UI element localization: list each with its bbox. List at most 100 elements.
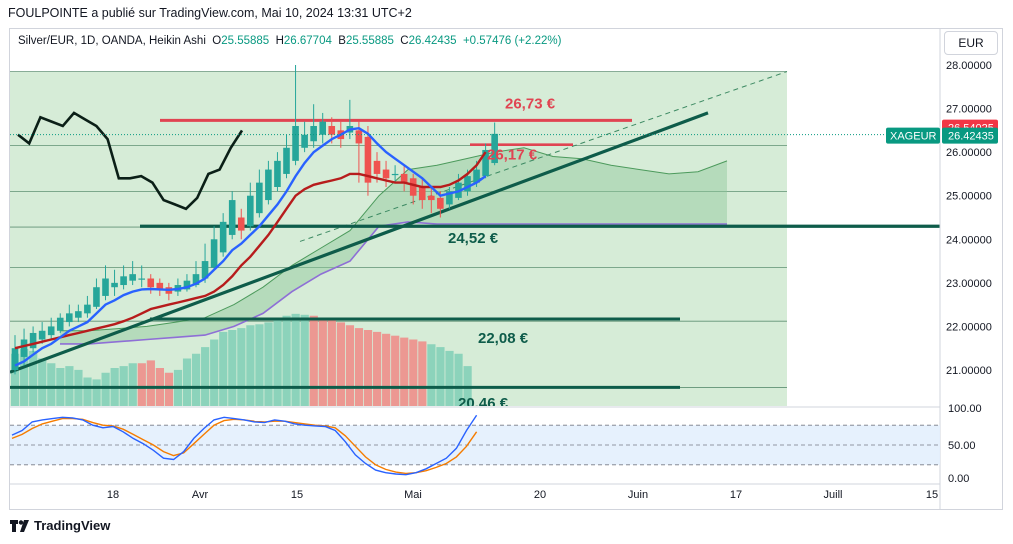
volume-bar [382, 333, 391, 406]
candle-body [138, 278, 145, 280]
volume-bar [436, 347, 445, 406]
candle-body [292, 126, 299, 161]
candle-body [56, 317, 64, 331]
candle-body [156, 282, 164, 290]
candle-body [210, 239, 218, 268]
candle-body [409, 178, 417, 196]
volume-bar [11, 353, 20, 406]
candle [237, 208, 245, 240]
footer: TradingView [10, 518, 110, 533]
candle [355, 121, 363, 183]
legend-high-label: H [275, 35, 284, 47]
oscillator-tick: 100.00 [948, 403, 982, 415]
symbol-legend: Silver/EUR, 1D, OANDA, Heikin Ashi O25.5… [18, 35, 561, 47]
time-tick: Mai [404, 489, 422, 501]
candle-body [228, 200, 236, 235]
price-tick: 26.00000 [946, 147, 992, 159]
candle [491, 122, 498, 166]
volume-bar [418, 341, 427, 406]
candle [256, 169, 263, 218]
candle [156, 278, 164, 296]
candle-body [111, 282, 118, 288]
candle-body [192, 274, 200, 286]
volume-bar [237, 328, 246, 406]
volume-bar [291, 313, 300, 406]
candle-body [382, 169, 390, 179]
volume-bar [445, 350, 454, 406]
candle-body [265, 169, 272, 201]
candle [201, 243, 209, 283]
candle-body [319, 121, 326, 135]
candle [66, 304, 73, 327]
candle [56, 313, 64, 333]
candle-body [256, 182, 263, 214]
candle-body [310, 126, 317, 142]
candle-body [147, 278, 155, 288]
candle-body [473, 169, 480, 183]
time-tick: 17 [730, 489, 742, 501]
volume-bar [137, 363, 146, 406]
time-tick: 15 [291, 489, 303, 501]
volume-bar [409, 339, 418, 406]
legend-open-label: O [212, 35, 222, 47]
candle [391, 165, 399, 183]
candle-body [47, 326, 55, 336]
volume-bar [192, 353, 201, 406]
candle-body [120, 276, 127, 286]
candle [147, 274, 155, 294]
candle [228, 191, 236, 240]
candle [364, 126, 372, 196]
candle [301, 121, 308, 153]
candle-body [66, 313, 73, 323]
main-pane [10, 65, 940, 406]
time-tick: Juill [824, 489, 843, 501]
price-tick: 22.00000 [946, 321, 992, 333]
legend-open: 25.55885 [221, 35, 270, 47]
candle-body [437, 197, 444, 209]
level-label: 26,17 € [487, 147, 538, 164]
chart-frame [9, 28, 1003, 510]
candle [210, 226, 218, 270]
volume-bar [309, 315, 318, 406]
volume-bar [345, 325, 355, 406]
candle-body [102, 278, 109, 296]
candle-body [355, 130, 363, 144]
volume-bar [38, 358, 47, 406]
candle [38, 322, 46, 344]
candle [482, 143, 489, 179]
candle-body [283, 147, 290, 174]
candle [84, 295, 91, 318]
volume-bar [182, 358, 192, 406]
candle-body [11, 348, 19, 370]
cloud-area [60, 147, 727, 344]
candle [183, 274, 191, 292]
candle [47, 317, 55, 340]
oscillator-k-line [11, 414, 478, 476]
volume-bar [391, 335, 400, 406]
volume-bar [47, 363, 56, 406]
candle [319, 112, 326, 144]
time-tick: 15 [926, 489, 938, 501]
price-tick: 27.00000 [946, 104, 992, 116]
volume-bar [20, 349, 29, 406]
oscillator-tick: 0.00 [948, 473, 969, 485]
candle-body [247, 195, 254, 227]
volume-bar [318, 317, 327, 406]
volume-bar [201, 347, 210, 406]
volume-bar [400, 337, 409, 406]
legend-change: +0.57476 (+2.22%) [462, 35, 562, 47]
ema-slow-line [14, 151, 487, 350]
legend-close-label: C [400, 35, 409, 47]
time-tick: 20 [534, 489, 546, 501]
currency-button[interactable]: EUR [944, 31, 998, 55]
candle-body [93, 287, 100, 307]
level-label: 26,73 € [505, 95, 556, 112]
symbol-badge-text: XAGEUR [890, 131, 937, 143]
lagging-line [17, 111, 244, 211]
volume-bar [219, 331, 228, 406]
time-tick: Juin [628, 489, 648, 501]
candle [409, 173, 417, 205]
volume-bar [354, 328, 364, 406]
candle-body [373, 160, 381, 174]
